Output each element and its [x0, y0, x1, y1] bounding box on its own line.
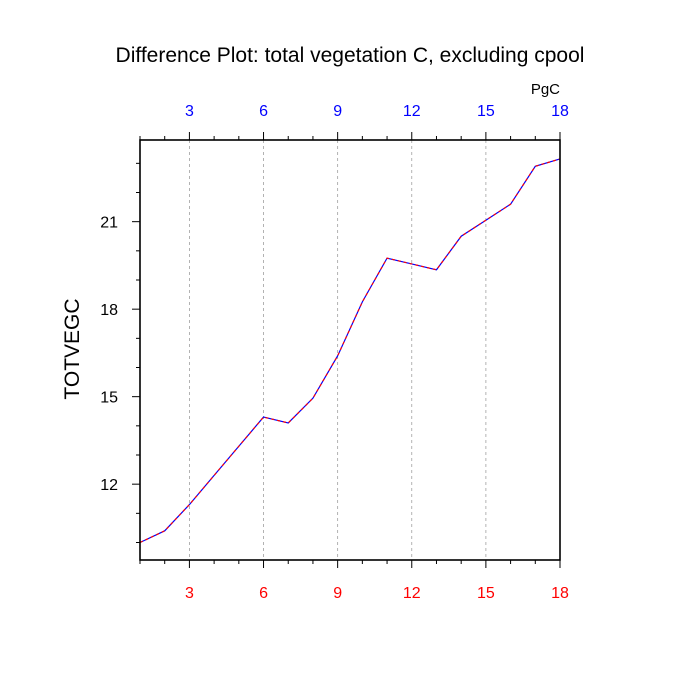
x-tick-label-top: 6	[259, 103, 268, 120]
y-axis-label: TOTVEGC	[61, 298, 84, 399]
chart-title: Difference Plot: total vegetation C, exc…	[116, 44, 585, 67]
top-axis-units-label: PgC	[531, 81, 560, 98]
x-tick-label-bottom: 12	[403, 585, 421, 602]
x-tick-label-bottom: 15	[477, 585, 495, 602]
x-tick-label-bottom: 3	[185, 585, 194, 602]
x-tick-label-top: 15	[477, 103, 495, 120]
grid-lines	[189, 140, 561, 560]
y-tick-label: 18	[100, 302, 118, 319]
x-tick-label-bottom: 18	[551, 585, 569, 602]
plot-frame	[139, 139, 561, 561]
x-tick-label-top: 18	[551, 103, 569, 120]
x-tick-label-top: 12	[403, 103, 421, 120]
series-line-2	[139, 158, 561, 544]
axis-ticks	[132, 132, 561, 568]
series-line-1	[139, 158, 561, 544]
tick-labels: 3 3 6 6 9 9 12 12 15 15 18 18 12 15 18 21	[100, 103, 569, 602]
y-tick-label: 12	[100, 477, 118, 494]
series-lines	[139, 158, 561, 544]
y-tick-label: 15	[100, 390, 118, 407]
x-tick-label-bottom: 9	[333, 585, 342, 602]
x-tick-label-bottom: 6	[259, 585, 268, 602]
y-tick-label: 21	[100, 215, 118, 232]
x-tick-label-top: 9	[333, 103, 342, 120]
x-tick-label-top: 3	[185, 103, 194, 120]
